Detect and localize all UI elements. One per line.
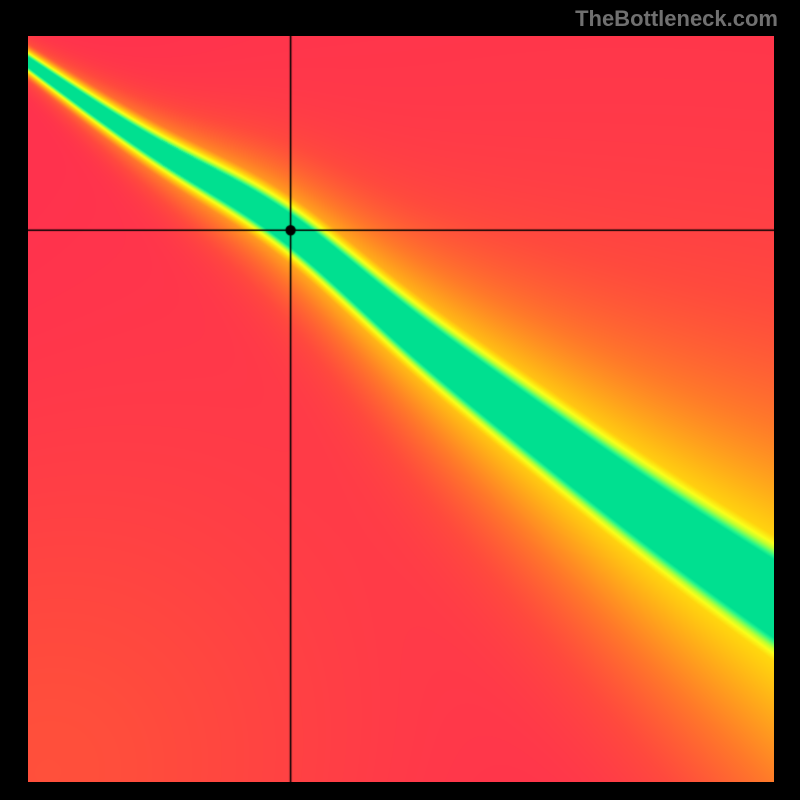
watermark-text: TheBottleneck.com — [575, 6, 778, 32]
plot-area — [28, 36, 774, 782]
heatmap-canvas — [28, 36, 774, 782]
